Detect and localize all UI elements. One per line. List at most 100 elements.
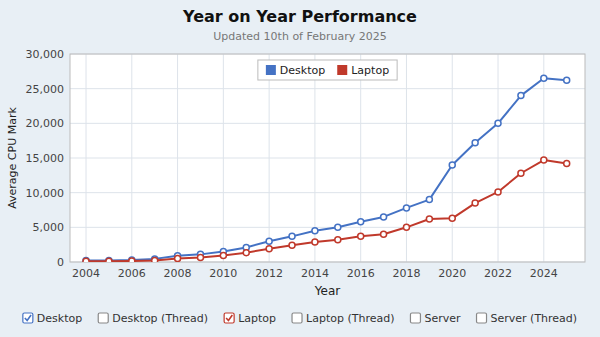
series-marker <box>220 252 226 258</box>
series-marker <box>312 228 318 234</box>
x-tick-label: 2022 <box>484 267 512 280</box>
series-marker <box>381 214 387 220</box>
series-marker <box>266 246 272 252</box>
series-marker <box>426 197 432 203</box>
checkbox-item[interactable]: Laptop <box>224 312 276 325</box>
data-layer <box>83 75 570 262</box>
series-line <box>86 160 567 261</box>
y-grid-line <box>70 192 585 193</box>
x-tick-label: 2016 <box>347 267 375 280</box>
x-tick-label: 2014 <box>301 267 329 280</box>
y-tick-label: 10,000 <box>26 187 65 200</box>
x-tick-label: 2006 <box>118 267 146 280</box>
series-marker <box>564 161 570 167</box>
plot-frame <box>70 54 585 262</box>
series-marker <box>541 157 547 163</box>
y-tick-label: 15,000 <box>26 152 65 165</box>
legend-swatch <box>337 65 347 75</box>
x-tick-label: 2008 <box>164 267 192 280</box>
legend-label: Laptop <box>351 64 389 77</box>
x-grid-line <box>498 54 499 262</box>
series-line <box>86 78 567 260</box>
y-grid-line <box>70 158 585 159</box>
series-marker <box>495 120 501 126</box>
series-marker <box>243 250 249 256</box>
series-marker <box>152 257 158 262</box>
series-marker <box>335 237 341 243</box>
title: Year on Year Performance <box>182 7 417 26</box>
legend-swatch <box>266 65 276 75</box>
series-marker <box>541 75 547 81</box>
checkbox-label: Laptop <box>238 312 276 325</box>
x-tick-label: 2012 <box>255 267 283 280</box>
checkbox <box>477 313 487 323</box>
series-marker <box>289 233 295 239</box>
x-grid-line <box>131 54 132 262</box>
x-tick-label: 2004 <box>72 267 100 280</box>
series-marker <box>83 258 89 262</box>
plot-area <box>70 54 585 262</box>
y-grid-line <box>70 88 585 89</box>
checkbox-item[interactable]: Server (Thread) <box>477 312 578 325</box>
checkbox-label: Server (Thread) <box>491 312 578 325</box>
x-tick-label: 2020 <box>438 267 466 280</box>
background <box>0 0 600 337</box>
checkbox-label: Desktop (Thread) <box>112 312 208 325</box>
y-tick-label: 25,000 <box>26 83 65 96</box>
checkbox-item[interactable]: Server <box>410 312 461 325</box>
series-marker <box>449 162 455 168</box>
series-marker <box>518 93 524 99</box>
checkbox <box>292 313 302 323</box>
y-grid-line <box>70 123 585 124</box>
y-tick-label: 30,000 <box>26 48 65 61</box>
series-marker <box>106 257 112 262</box>
series-marker <box>83 258 89 262</box>
subtitle: Updated 10th of February 2025 <box>213 30 386 43</box>
checkmark <box>226 315 232 321</box>
checkmark <box>25 315 31 321</box>
series-marker <box>564 77 570 83</box>
checkbox-label: Server <box>424 312 461 325</box>
checkbox-item[interactable]: Laptop (Thread) <box>292 312 394 325</box>
y-tick-label: 0 <box>57 256 64 269</box>
chart: Year on Year Performance Updated 10th of … <box>0 0 600 337</box>
x-tick-label: 2024 <box>530 267 558 280</box>
legend-frame <box>258 60 397 80</box>
series-marker <box>403 205 409 211</box>
series-marker <box>426 216 432 222</box>
checkbox <box>224 313 234 323</box>
series-marker <box>495 189 501 195</box>
grid <box>70 54 585 262</box>
checkbox <box>23 313 33 323</box>
checkbox-legend: Desktop Desktop (Thread) Laptop Laptop (Thr… <box>23 312 577 325</box>
series-marker <box>197 254 203 260</box>
checkbox-item[interactable]: Desktop (Thread) <box>98 312 208 325</box>
checkbox-item[interactable]: Desktop <box>23 312 82 325</box>
x-grid-line <box>223 54 224 262</box>
series-marker <box>381 231 387 237</box>
checkbox-label: Desktop <box>37 312 82 325</box>
x-grid-line <box>360 54 361 262</box>
series-marker <box>358 219 364 225</box>
x-grid-line <box>86 54 87 262</box>
series-marker <box>472 140 478 146</box>
series-marker <box>106 258 112 262</box>
series-marker <box>266 238 272 244</box>
checkbox <box>98 313 108 323</box>
x-axis-label: Year <box>314 284 340 298</box>
series-marker <box>518 170 524 176</box>
series-marker <box>358 233 364 239</box>
x-grid-line <box>269 54 270 262</box>
series-marker <box>129 258 135 262</box>
series-marker <box>289 242 295 248</box>
legend: DesktopLaptop <box>258 60 397 80</box>
y-grid-line <box>70 227 585 228</box>
y-tick-label: 5,000 <box>33 221 65 234</box>
x-tick-label: 2010 <box>209 267 237 280</box>
checkbox-label: Laptop (Thread) <box>306 312 394 325</box>
x-grid-line <box>452 54 453 262</box>
checkbox <box>410 313 420 323</box>
series-marker <box>175 256 181 262</box>
series-marker <box>472 200 478 206</box>
series-marker <box>129 257 135 262</box>
